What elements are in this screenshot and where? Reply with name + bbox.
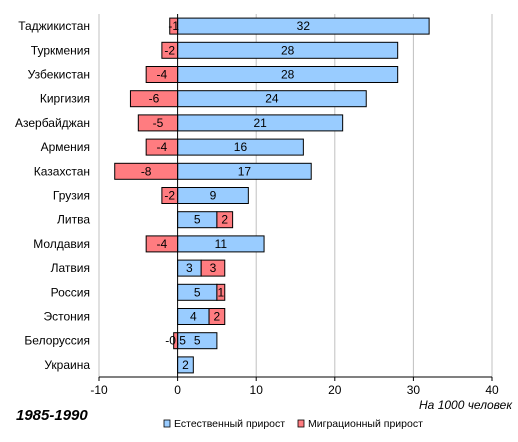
data-label-migration: -0,5 (165, 334, 186, 348)
category-label: Туркмения (31, 43, 90, 57)
bar-migration-growth (208, 308, 226, 325)
category-label: Азербайджан (15, 116, 90, 130)
x-tick-label: 20 (328, 383, 342, 397)
data-label-migration: -4 (157, 68, 168, 82)
data-label-migration: -2 (164, 189, 175, 203)
legend-entry: Миграционный прирост (308, 418, 423, 430)
legend-swatch (297, 419, 305, 428)
data-label-migration: 1 (217, 285, 224, 299)
data-label-natural: 16 (234, 140, 248, 154)
data-label-natural: 4 (190, 310, 197, 324)
bar-migration-growth (216, 283, 226, 301)
data-label-natural: 21 (253, 116, 267, 130)
category-label: Украина (44, 358, 90, 372)
category-label: Таджикистан (18, 19, 90, 33)
legend-swatch (163, 419, 171, 428)
x-tick-label: 10 (250, 383, 264, 397)
category-label: Белоруссия (24, 334, 90, 348)
data-label-natural: 5 (194, 213, 201, 227)
data-label-natural: 2 (182, 358, 189, 372)
data-label-natural: 24 (265, 92, 279, 106)
category-label: Узбекистан (28, 68, 90, 82)
bars: -1 32-2 28-4 28-6 24-5 21-4 16-8 17-2 925-4 11331… (114, 14, 430, 377)
category-label: Литва (57, 213, 90, 227)
category-label: Киргизия (40, 92, 90, 106)
data-label-natural: 32 (297, 19, 311, 33)
data-label-migration: 2 (221, 213, 228, 227)
bar-migration-growth (216, 211, 234, 229)
legend-entry: Естественный прирост (174, 418, 285, 430)
data-label-natural: 5 (194, 334, 201, 348)
data-label-migration: -8 (141, 164, 152, 178)
data-label-migration: -5 (153, 116, 164, 130)
period-label: 1985-1990 (16, 407, 88, 424)
category-label: Казахстан (34, 164, 90, 178)
category-label: Латвия (51, 261, 90, 275)
x-tick-label: 0 (174, 383, 181, 397)
data-label-migration: 2 (214, 310, 221, 324)
data-label-migration: -6 (149, 92, 160, 106)
x-axis: -10 0 10 20 30 40 (90, 376, 499, 397)
data-label-natural: 11 (215, 237, 228, 251)
category-label: Молдавия (33, 237, 90, 251)
x-tick-label: 40 (485, 383, 499, 397)
category-label: Армения (41, 140, 90, 154)
data-label-natural: 3 (186, 261, 193, 275)
data-label-migration: -4 (157, 237, 168, 251)
category-label: Грузия (53, 189, 90, 203)
data-label-migration: -2 (164, 43, 175, 57)
category-labels: Таджикистан Туркмения Узбекистан Киргизия Аз… (15, 19, 90, 372)
unit-label: На 1000 человек (419, 398, 513, 412)
legend: Естественный прирост Миграционный прирост (163, 418, 423, 430)
data-label-migration: -4 (157, 140, 168, 154)
data-label-natural: 5 (194, 285, 201, 299)
data-label-natural: 28 (281, 68, 295, 82)
bar-migration-growth (200, 259, 226, 277)
data-label-natural: 9 (210, 189, 217, 203)
data-label-natural: 17 (238, 164, 252, 178)
data-label-migration: -1 (168, 19, 179, 33)
category-label: Россия (51, 285, 90, 299)
x-tick-label: 30 (407, 383, 421, 397)
x-tick-label: -10 (90, 383, 108, 397)
category-label: Эстония (44, 310, 91, 324)
data-label-migration: 3 (210, 261, 217, 275)
data-label-natural: 28 (281, 43, 295, 57)
